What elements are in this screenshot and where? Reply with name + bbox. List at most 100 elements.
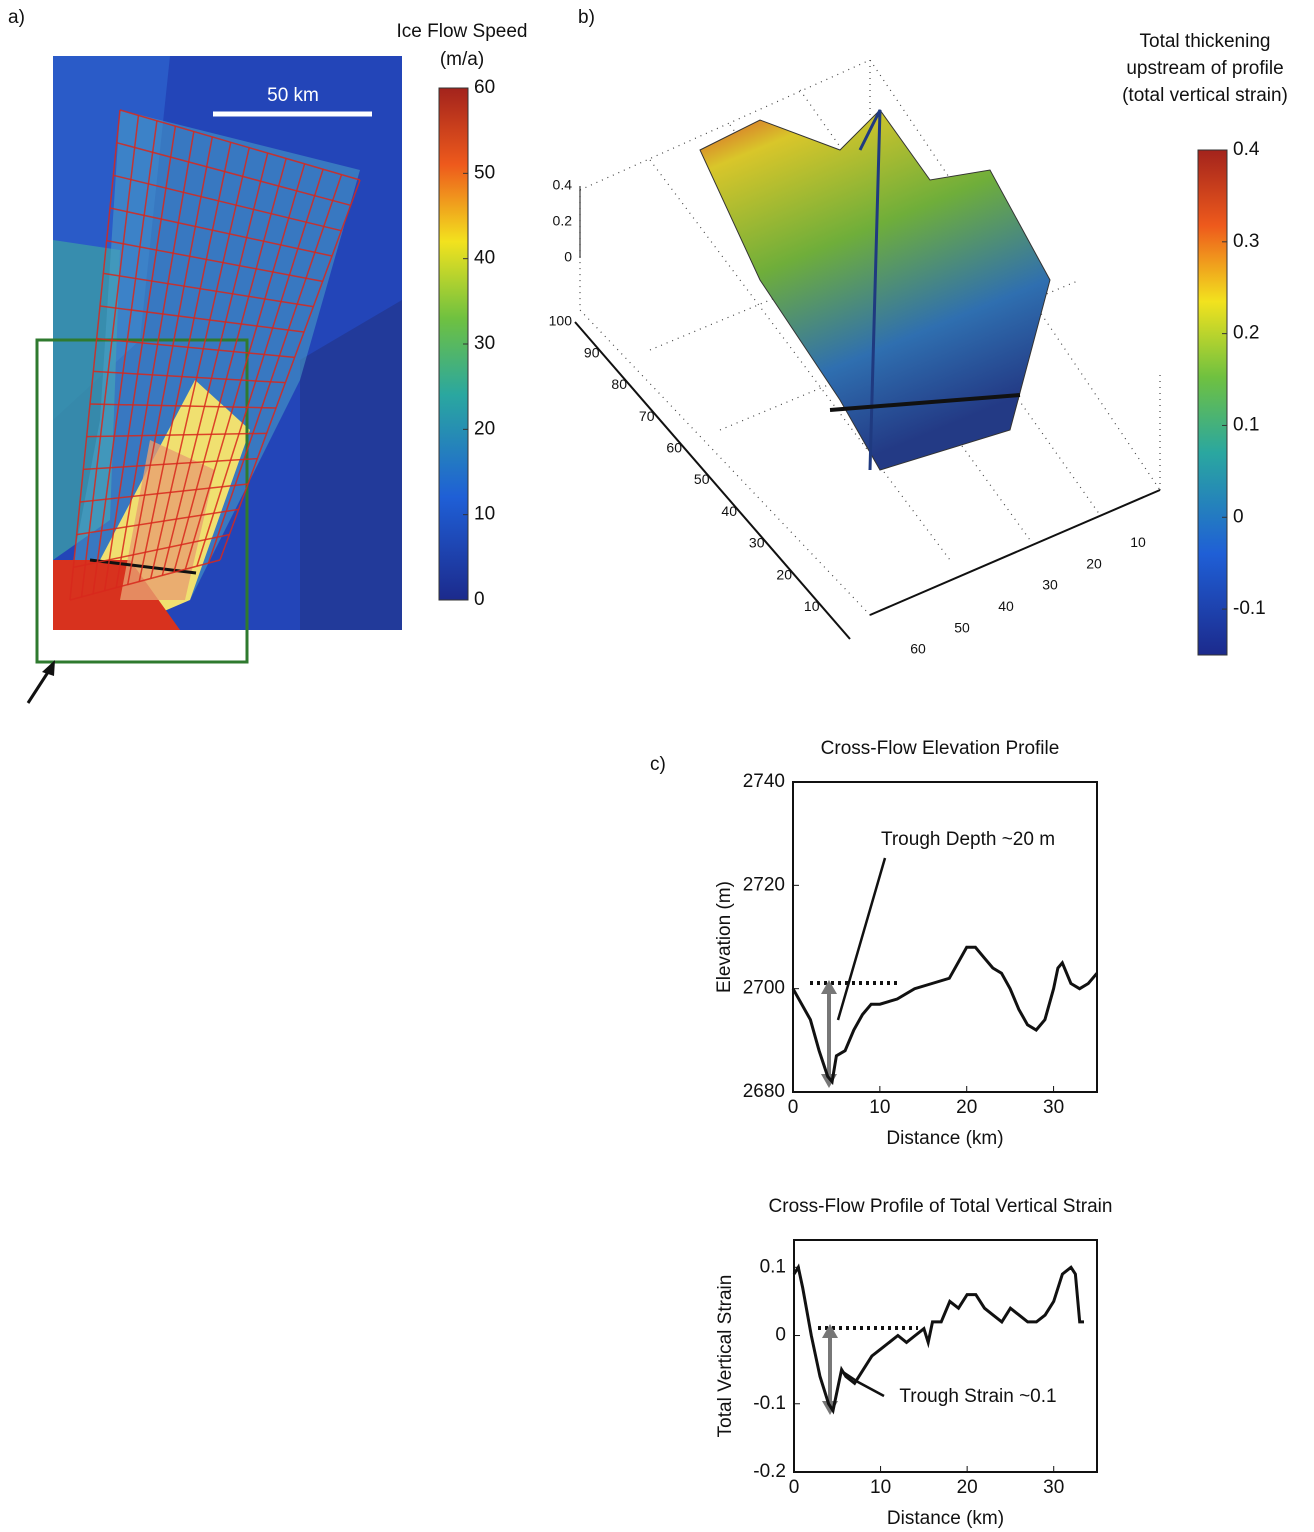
flow-line [93,370,286,384]
x-tick-label: 0 [789,1477,800,1498]
colorbar-title: Total thickening [1140,31,1271,52]
colorbar-tick-label: 40 [474,248,495,269]
flow-line [79,483,249,503]
panel-label: c) [650,754,666,775]
x-tick-label: 10 [1130,534,1146,550]
data-line [791,945,1099,1086]
plot-frame [793,1239,1098,1473]
flow-map [26,56,402,704]
annotation: Trough Strain ~0.1 [899,1386,1056,1407]
flow-line [83,457,258,471]
flow-line [69,109,121,601]
panel-label: b) [578,7,595,28]
flow-line [115,131,195,588]
colorbar-tick-label: 0.1 [1233,414,1259,435]
colorbar-tick-label: -0.1 [1233,598,1266,619]
colorbar-title: upstream of profile [1126,58,1283,79]
y-tick-label: 50 [694,471,710,487]
y-tick-label: 0.1 [760,1256,786,1277]
flow-line [73,533,230,569]
flow-line [138,142,232,582]
flow-line [103,126,177,591]
flow-line [80,115,140,598]
data-line [792,1263,1084,1415]
flow-line [92,120,158,594]
x-tick-label: 30 [1042,577,1058,593]
flow-line [161,152,269,576]
colorbar-tick-label: 0.4 [1233,139,1260,160]
x-tick-label: 40 [998,598,1014,614]
colorbar [1197,149,1228,656]
flow-line [109,207,333,257]
y-tick-label: 40 [721,503,737,519]
y-tick-label: 60 [666,440,682,456]
chart-title: Cross-Flow Profile of Total Vertical Str… [769,1196,1113,1217]
colorbar-title: (total vertical strain) [1122,85,1288,106]
colorbar-tick-label: 60 [474,77,495,98]
x-axis-label: Distance (km) [886,1128,1003,1149]
y-tick-label: 2700 [743,978,785,999]
x-tick-label: 30 [1043,1477,1064,1498]
y-tick-label: 20 [776,566,792,582]
flow-line [89,403,277,409]
flow-grid [69,109,361,601]
flow-line [196,169,324,567]
colorbar-tick-label: 0 [1233,506,1244,527]
y-axis-label: Total Vertical Strain [715,1275,736,1438]
z-tick-label: 0.4 [553,177,573,193]
colorbar-units: (m/a) [440,49,484,70]
x-tick-label: 20 [956,1097,977,1118]
flow-line [103,272,314,308]
y-tick-label: 30 [749,535,765,551]
chart-title: Cross-Flow Elevation Profile [821,738,1060,759]
colorbar-tick-label: 0.3 [1233,231,1259,252]
colorbar-tick-label: 20 [474,418,495,439]
y-tick-label: -0.1 [753,1393,786,1414]
scale-bar-label: 50 km [267,85,319,106]
x-tick-label: 20 [957,1477,978,1498]
panel-label: a) [8,7,25,28]
x-tick-label: 10 [870,1477,891,1498]
plot-frame [792,781,1098,1093]
x-tick-label: 20 [1086,555,1102,571]
y-tick-label: 90 [584,344,600,360]
x-tick-label: 10 [869,1097,890,1118]
flow-line [96,337,295,359]
colorbar-tick-label: 50 [474,162,495,183]
flow-line [113,174,342,232]
x-axis [869,489,1161,616]
y-tick-label: 80 [611,376,627,392]
x-tick-label: 0 [788,1097,799,1118]
flow-line [76,508,239,536]
y-axis [574,321,851,640]
flow-line [106,239,323,283]
x-tick-label: 30 [1043,1097,1064,1118]
flow-line [69,559,221,601]
colorbar-tick-label: 10 [474,504,495,525]
y-tick-label: 70 [639,408,655,424]
flow-line [207,174,343,564]
flow-line [86,432,267,438]
surface-plot [579,59,1161,616]
annotation-marks [810,857,918,1415]
y-tick-label: -0.2 [753,1461,786,1482]
colorbar-tick-label: 0 [474,589,485,610]
y-tick-label: 10 [804,598,820,614]
flow-line [99,305,305,333]
y-tick-label: 0 [775,1325,786,1346]
annotation: Trough Depth ~20 m [881,829,1055,850]
y-tick-label: 2680 [743,1081,785,1102]
flow-line [116,141,351,207]
flow-line [219,179,361,561]
x-tick-label: 50 [954,619,970,635]
colorbar-tick-label: 0.2 [1233,323,1259,344]
x-axis-label: Distance (km) [887,1508,1004,1529]
y-tick-label: 2720 [743,874,785,895]
z-tick-label: 0.2 [553,213,573,229]
z-tick-label: 0 [564,249,572,265]
x-tick-label: 60 [910,641,926,657]
colorbar-tick-label: 30 [474,333,495,354]
flow-line [184,163,306,570]
colorbar-title: Ice Flow Speed [397,21,528,42]
